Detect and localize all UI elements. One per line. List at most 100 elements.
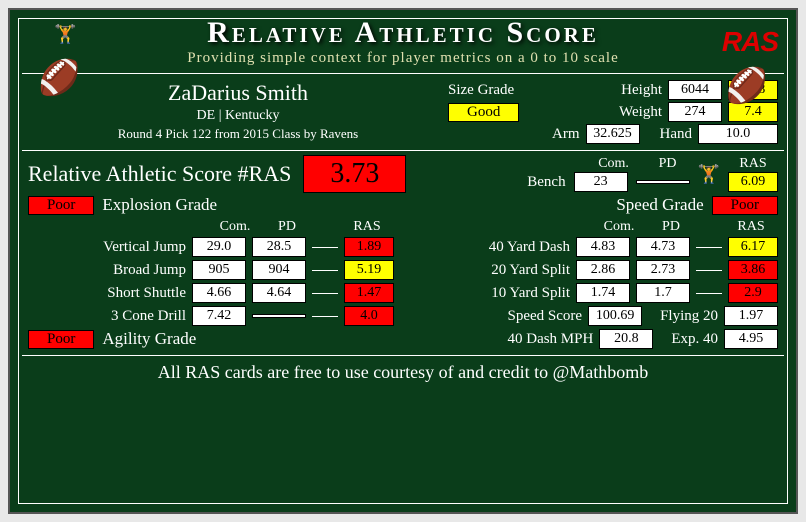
hand-value: 10.0 bbox=[698, 124, 778, 144]
speed-drill-com: 2.86 bbox=[576, 260, 630, 280]
speed-drill-name: 20 Yard Split bbox=[412, 262, 570, 279]
ras-card: 🏋️ 🏈 RAS 🏈 Relative Athletic Score Provi… bbox=[8, 8, 798, 514]
arm-label: Arm bbox=[552, 126, 580, 143]
agility-grade-label: Agility Grade bbox=[102, 329, 196, 349]
explosion-drill-name: 3 Cone Drill bbox=[28, 308, 186, 325]
divider-2 bbox=[22, 150, 784, 151]
connector-line bbox=[696, 293, 722, 294]
bench-com: 23 bbox=[574, 172, 628, 192]
explosion-drill-pd: 4.64 bbox=[252, 283, 306, 303]
bench-pd-header: PD bbox=[646, 156, 690, 172]
weight-label: Weight bbox=[619, 104, 662, 121]
speed-drill-ras: 3.86 bbox=[728, 260, 778, 280]
connector-line bbox=[696, 247, 722, 248]
spd-ras-header: RAS bbox=[730, 219, 772, 235]
speed-drill-pd: 1.7 bbox=[636, 283, 690, 303]
olympic-icon: 🏋️ bbox=[54, 24, 76, 45]
player-name: ZaDarius Smith bbox=[28, 80, 448, 106]
exp-ras-header: RAS bbox=[346, 219, 388, 235]
agility-grade-value: Poor bbox=[28, 330, 94, 349]
flying20-value: 1.97 bbox=[724, 306, 778, 326]
subtitle: Providing simple context for player metr… bbox=[10, 50, 796, 67]
bench-ras: 6.09 bbox=[728, 172, 778, 192]
connector-line bbox=[696, 270, 722, 271]
main-score-row: Relative Athletic Score #RAS 3.73 Com. P… bbox=[10, 153, 796, 195]
size-grade-value: Good bbox=[448, 103, 519, 122]
header: 🏋️ 🏈 RAS 🏈 Relative Athletic Score Provi… bbox=[10, 10, 796, 71]
bench-label: Bench bbox=[527, 174, 565, 191]
explosion-drill-pd bbox=[252, 314, 306, 318]
explosion-column: Poor Explosion Grade Com. PD RAS Vertica… bbox=[28, 195, 394, 353]
speed-drill-name: 40 Yard Dash bbox=[412, 239, 570, 256]
player-section: ZaDarius Smith DE | Kentucky Round 4 Pic… bbox=[10, 76, 796, 148]
dash-mph-value: 20.8 bbox=[599, 329, 653, 349]
connector-line bbox=[312, 270, 338, 271]
bench-pd bbox=[636, 180, 690, 184]
main-score-value: 3.73 bbox=[303, 155, 406, 193]
speed-grade-value: Poor bbox=[712, 196, 778, 215]
spd-com-header: Com. bbox=[598, 219, 640, 235]
explosion-drill-ras: 4.0 bbox=[344, 306, 394, 326]
connector-line bbox=[312, 293, 338, 294]
speed-score-value: 100.69 bbox=[588, 306, 642, 326]
speed-drill-row: 40 Yard Dash 4.83 4.73 6.17 bbox=[412, 237, 778, 257]
exp40-label: Exp. 40 bbox=[671, 331, 718, 348]
divider bbox=[22, 73, 784, 74]
explosion-drill-row: Vertical Jump 29.0 28.5 1.89 bbox=[28, 237, 394, 257]
speed-drill-row: 10 Yard Split 1.74 1.7 2.9 bbox=[412, 283, 778, 303]
explosion-drill-name: Vertical Jump bbox=[28, 239, 186, 256]
drills-section: Poor Explosion Grade Com. PD RAS Vertica… bbox=[10, 195, 796, 353]
explosion-drill-ras: 1.89 bbox=[344, 237, 394, 257]
arm-value: 32.625 bbox=[586, 124, 640, 144]
football-icon-left: 🏈 bbox=[38, 58, 80, 98]
divider-3 bbox=[22, 355, 784, 356]
explosion-drill-com: 29.0 bbox=[192, 237, 246, 257]
explosion-drill-com: 7.42 bbox=[192, 306, 246, 326]
exp-com-header: Com. bbox=[214, 219, 256, 235]
explosion-drill-com: 4.66 bbox=[192, 283, 246, 303]
speed-drill-ras: 2.9 bbox=[728, 283, 778, 303]
explosion-drill-ras: 1.47 bbox=[344, 283, 394, 303]
weight-value: 274 bbox=[668, 102, 722, 122]
bench-com-header: Com. bbox=[592, 156, 636, 172]
explosion-drill-ras: 5.19 bbox=[344, 260, 394, 280]
bench-section: Com. PD Bench 23 🏋 RAS 6.09 bbox=[406, 156, 778, 192]
flying20-label: Flying 20 bbox=[660, 308, 718, 325]
exp-pd-header: PD bbox=[266, 219, 308, 235]
football-icon-right: 🏈 bbox=[726, 66, 768, 106]
speed-drill-pd: 2.73 bbox=[636, 260, 690, 280]
connector-line bbox=[312, 316, 338, 317]
explosion-grade-label: Explosion Grade bbox=[102, 195, 217, 215]
height-label: Height bbox=[621, 82, 662, 99]
speed-drill-pd: 4.73 bbox=[636, 237, 690, 257]
explosion-drill-row: Short Shuttle 4.66 4.64 1.47 bbox=[28, 283, 394, 303]
spd-pd-header: PD bbox=[650, 219, 692, 235]
exp40-value: 4.95 bbox=[724, 329, 778, 349]
main-title: Relative Athletic Score bbox=[10, 16, 796, 50]
speed-column: Speed Grade Poor Com. PD RAS 40 Yard Das… bbox=[412, 195, 778, 353]
speed-score-label: Speed Score bbox=[412, 308, 582, 325]
explosion-drill-name: Short Shuttle bbox=[28, 285, 186, 302]
speed-drill-com: 1.74 bbox=[576, 283, 630, 303]
player-info: ZaDarius Smith DE | Kentucky Round 4 Pic… bbox=[28, 80, 448, 146]
connector-line bbox=[312, 247, 338, 248]
ras-logo: RAS bbox=[722, 26, 778, 58]
main-score-label: Relative Athletic Score #RAS bbox=[28, 161, 291, 187]
explosion-drill-pd: 28.5 bbox=[252, 237, 306, 257]
speed-drill-name: 10 Yard Split bbox=[412, 285, 570, 302]
dash-mph-label: 40 Dash MPH bbox=[412, 331, 593, 348]
height-value: 6044 bbox=[668, 80, 722, 100]
speed-drill-row: 20 Yard Split 2.86 2.73 3.86 bbox=[412, 260, 778, 280]
speed-drill-com: 4.83 bbox=[576, 237, 630, 257]
explosion-drill-name: Broad Jump bbox=[28, 262, 186, 279]
explosion-drill-com: 905 bbox=[192, 260, 246, 280]
speed-grade-label: Speed Grade bbox=[616, 195, 703, 215]
speed-drill-ras: 6.17 bbox=[728, 237, 778, 257]
explosion-drill-row: Broad Jump9059045.19 bbox=[28, 260, 394, 280]
hand-label: Hand bbox=[660, 126, 693, 143]
player-draft: Round 4 Pick 122 from 2015 Class by Rave… bbox=[28, 126, 448, 142]
explosion-drill-row: 3 Cone Drill 7.42 4.0 bbox=[28, 306, 394, 326]
dumbbell-icon: 🏋 bbox=[698, 164, 720, 185]
explosion-grade-value: Poor bbox=[28, 196, 94, 215]
player-position: DE | Kentucky bbox=[28, 108, 448, 124]
